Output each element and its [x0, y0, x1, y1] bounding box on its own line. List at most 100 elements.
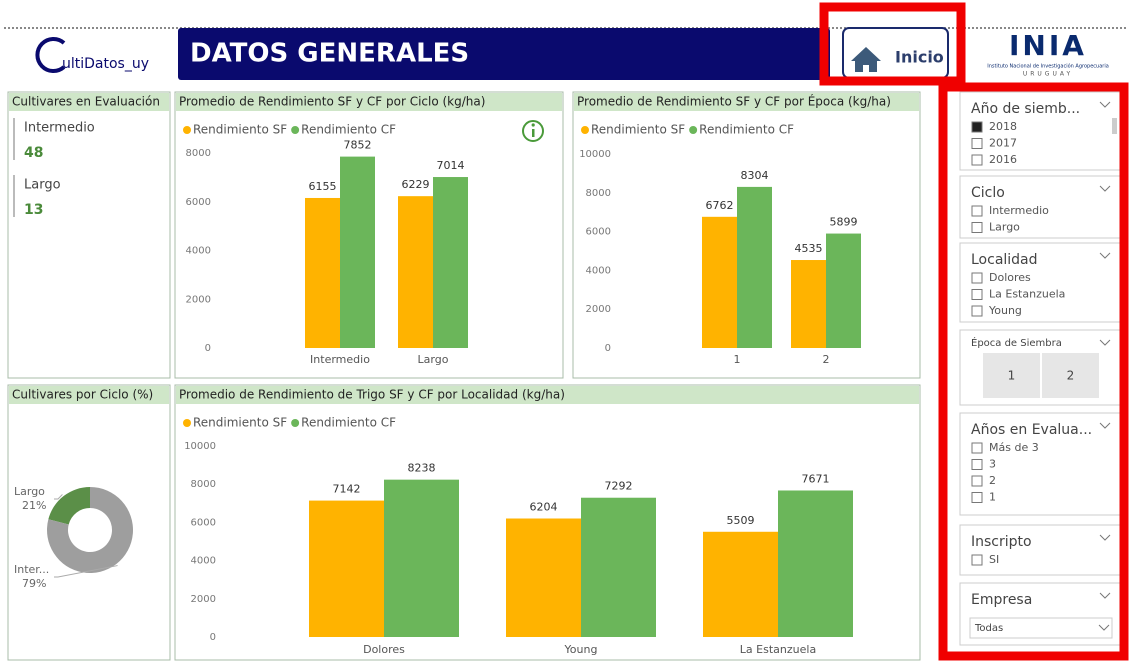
slicer-item: 1	[989, 491, 996, 504]
dropdown-chevron	[1098, 624, 1110, 631]
data-label: 7014	[437, 159, 465, 172]
x-tick-label: La Estanzuela	[740, 643, 816, 656]
y-tick-label: 6000	[191, 517, 216, 528]
slicer-chevron	[1099, 534, 1111, 541]
checkbox	[971, 475, 983, 487]
bar	[791, 260, 826, 348]
inia-country: URUGUAY	[1023, 71, 1073, 78]
y-tick-label: 8000	[586, 188, 611, 199]
slicer-chevron	[1099, 252, 1111, 259]
slicer-item: 2016	[989, 153, 1017, 166]
slicer-chevron	[1099, 592, 1111, 599]
data-label: 5509	[727, 514, 755, 527]
legend-marker	[689, 126, 698, 134]
slicer-title: Años en Evalua...	[971, 422, 1092, 438]
checkbox	[971, 121, 983, 133]
slicer-title: Época de Siembra	[971, 336, 1062, 349]
slice-value: 21%	[22, 499, 46, 512]
kpi-bar	[13, 175, 15, 217]
slicer-chevron	[1099, 185, 1111, 192]
panel-title: Cultivares por Ciclo (%)	[12, 388, 153, 402]
slicer-item: 2	[989, 474, 996, 487]
y-tick-label: 8000	[191, 479, 216, 490]
legend-marker	[291, 126, 300, 134]
slicer-item: Más de 3	[989, 441, 1039, 454]
legend-label: Rendimiento SF	[591, 123, 685, 137]
slicer-item: Dolores	[989, 271, 1031, 284]
bar	[702, 216, 737, 348]
bar	[433, 177, 468, 348]
slicer-title: Ciclo	[971, 185, 1005, 201]
data-label: 7292	[605, 480, 633, 493]
bar	[305, 197, 340, 348]
slicer-chevron	[1099, 422, 1111, 429]
inia-name: Instituto Nacional de Investigación Agro…	[987, 63, 1109, 70]
title-bar	[178, 28, 830, 80]
panel-header	[574, 93, 919, 111]
panel-title: Promedio de Rendimiento SF y CF por Cicl…	[179, 95, 485, 109]
slicer-button[interactable]	[983, 353, 1040, 398]
legend-label: Rendimiento CF	[301, 416, 396, 430]
data-label: 6155	[309, 180, 337, 193]
bar	[506, 518, 581, 637]
slicer-item: SI	[989, 553, 999, 566]
checkbox	[971, 289, 983, 300]
info-icon-dot	[531, 123, 535, 127]
y-tick-label: 0	[210, 632, 216, 643]
legend-label: Rendimiento SF	[193, 123, 287, 137]
slicer	[959, 91, 1121, 171]
bar	[581, 497, 656, 637]
kpi-bar	[13, 118, 15, 160]
data-label: 7142	[333, 483, 361, 496]
data-label: 8304	[741, 169, 769, 182]
panel-title: Cultivares en Evaluación	[12, 95, 160, 109]
legend-label: Rendimiento CF	[699, 123, 794, 137]
y-tick-label: 4000	[191, 556, 216, 567]
slicer	[959, 175, 1121, 239]
panel-title: Promedio de Rendimiento de Trigo SF y CF…	[179, 388, 565, 402]
logo-text: ultiDatos_uy	[62, 56, 149, 72]
dropdown[interactable]	[969, 617, 1113, 639]
slicer-chevron	[1099, 339, 1111, 346]
checkbox	[971, 492, 983, 503]
slicer-title: Localidad	[971, 252, 1038, 268]
y-tick-label: 4000	[586, 265, 611, 276]
checkbox	[971, 154, 983, 166]
slicer-button-label: 2	[1067, 369, 1075, 383]
slicer-item: Intermedio	[989, 204, 1049, 217]
slicer-button[interactable]	[1042, 353, 1099, 398]
slicer-item: Young	[988, 304, 1022, 317]
data-label: 7671	[802, 472, 830, 485]
x-tick-label: Young	[564, 643, 598, 656]
x-tick-label: 1	[734, 353, 741, 366]
panel	[7, 91, 171, 379]
logo-icon	[35, 37, 66, 73]
inia-logo: INIA	[1009, 29, 1087, 62]
slice-value: 79%	[22, 577, 46, 590]
x-tick-label: Intermedio	[310, 353, 370, 366]
data-label: 6229	[402, 178, 430, 191]
kpi-label: Intermedio	[24, 121, 95, 136]
slice-label: Inter...	[14, 563, 49, 576]
legend-marker	[183, 419, 191, 427]
slicer-title: Año de siemb...	[971, 101, 1080, 117]
checkbox	[971, 138, 983, 149]
legend-marker	[291, 419, 300, 427]
slicer-chevron	[1099, 101, 1111, 108]
donut-slice	[47, 487, 134, 573]
slice-label: Largo	[14, 485, 45, 498]
legend-marker	[183, 126, 191, 134]
slicer-item: La Estanzuela	[989, 288, 1065, 301]
data-label: 8238	[408, 462, 436, 475]
legend-label: Rendimiento SF	[193, 416, 287, 430]
donut-slice	[48, 487, 90, 525]
leader-line	[54, 565, 118, 578]
x-tick-label: 2	[823, 353, 830, 366]
slicer-item: 2017	[989, 137, 1017, 150]
y-tick-label: 6000	[586, 227, 611, 238]
panel-title: Promedio de Rendimiento SF y CF por Époc…	[577, 94, 891, 109]
leader-line	[54, 494, 63, 500]
slicer-title: Empresa	[971, 592, 1032, 608]
